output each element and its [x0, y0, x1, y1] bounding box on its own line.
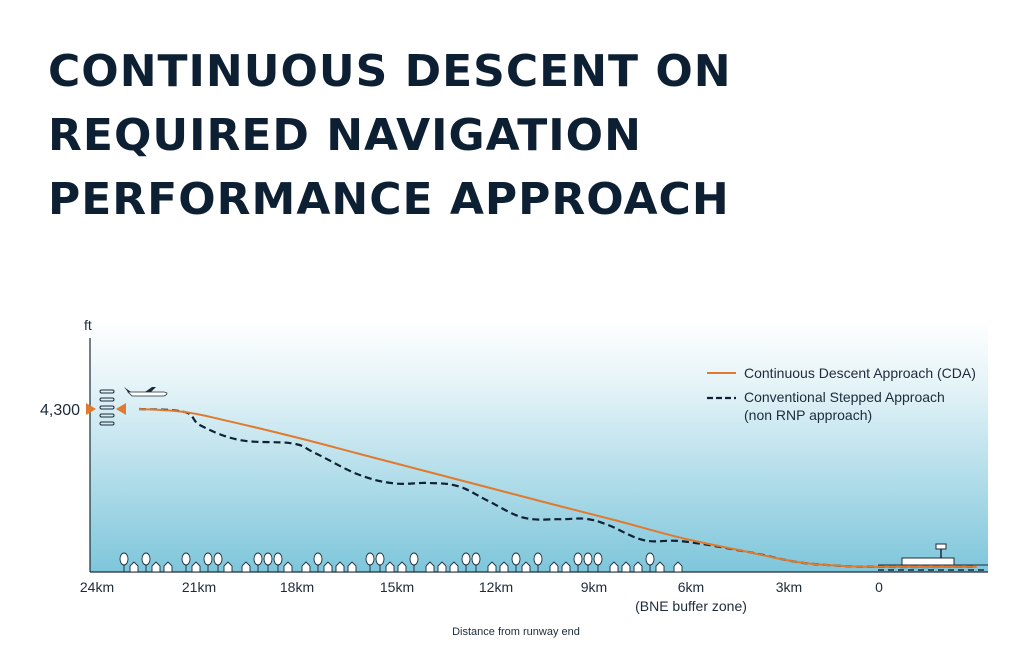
x-tick-label-6km: 6km — [678, 579, 704, 595]
y-marker-arrow-right — [116, 403, 126, 415]
house-icon — [655, 561, 665, 573]
tree-icon — [511, 552, 521, 566]
sky-background — [90, 320, 988, 572]
tree-icon — [375, 552, 385, 566]
tree-icon — [203, 552, 213, 566]
house-icon — [633, 561, 643, 573]
altitude-ladder-icon — [99, 389, 115, 426]
tree-icon — [461, 552, 471, 566]
x-tick-label-18km: 18km — [280, 579, 314, 595]
tree-icon — [141, 552, 151, 566]
page-title: CONTINUOUS DESCENT ON REQUIRED NAVIGATIO… — [48, 40, 948, 232]
tree-icon — [533, 552, 543, 566]
house-icon — [521, 561, 531, 573]
tree-icon — [573, 552, 583, 566]
house-icon — [163, 561, 173, 573]
tree-icon — [409, 552, 419, 566]
tree-icon — [583, 552, 593, 566]
house-icon — [561, 561, 571, 573]
house-icon — [223, 561, 233, 573]
tree-icon — [273, 552, 283, 566]
title-line-2: REQUIRED NAVIGATION — [48, 110, 642, 161]
house-icon — [191, 561, 201, 573]
tree-icon — [645, 552, 655, 566]
x-tick-label-24km: 24km — [80, 579, 114, 595]
house-icon — [335, 561, 345, 573]
house-icon — [673, 561, 683, 573]
series-line-continuous-descent-approach — [138, 408, 977, 568]
x-tick-label-9km: 9km — [581, 579, 607, 595]
house-icon — [129, 561, 139, 573]
house-icon — [323, 561, 333, 573]
control-tower-icon — [935, 543, 947, 558]
house-icon — [151, 561, 161, 573]
x-tick-sublabel-bne-buffer-zone: (BNE buffer zone) — [635, 598, 747, 614]
house-icon — [499, 561, 509, 573]
tree-icon — [213, 552, 223, 566]
house-icon — [283, 561, 293, 573]
y-axis-label: ft — [84, 317, 92, 333]
y-tick-label-4300: 4,300 — [40, 402, 80, 419]
x-tick-label-15km: 15km — [380, 579, 414, 595]
house-icon — [437, 561, 447, 573]
x-axis-label: Distance from runway end — [452, 626, 580, 638]
tree-icon — [313, 552, 323, 566]
tree-icon — [593, 552, 603, 566]
title-line-3: PERFORMANCE APPROACH — [48, 174, 730, 225]
x-tick-label-0: 0 — [875, 579, 883, 595]
tree-icon — [471, 552, 481, 566]
x-tick-label-21km: 21km — [182, 579, 216, 595]
house-icon — [425, 561, 435, 573]
house-icon — [487, 561, 497, 573]
house-icon — [385, 561, 395, 573]
y-marker-arrow-left — [86, 403, 96, 415]
tree-icon — [253, 552, 263, 566]
x-tick-label-12km: 12km — [479, 579, 513, 595]
house-icon — [449, 561, 459, 573]
legend-label-cda: Continuous Descent Approach (CDA) — [744, 365, 976, 381]
house-icon — [241, 561, 251, 573]
trees-and-houses — [119, 552, 683, 573]
x-tick-labels: 24km 21km 18km 15km 12km 9km 6km 3km 0 (… — [80, 579, 883, 614]
house-icon — [609, 561, 619, 573]
house-icon — [301, 561, 311, 573]
x-tick-label-3km: 3km — [776, 579, 802, 595]
house-icon — [397, 561, 407, 573]
house-icon — [347, 561, 357, 573]
house-icon — [621, 561, 631, 573]
tree-icon — [365, 552, 375, 566]
tree-icon — [119, 552, 129, 566]
tree-icon — [181, 552, 191, 566]
legend: Continuous Descent Approach (CDA) Conven… — [707, 365, 976, 423]
terminal-building-icon — [901, 557, 955, 566]
legend-label-conventional: Conventional Stepped Approach — [744, 389, 945, 405]
legend-sublabel-conventional: (non RNP approach) — [744, 407, 872, 423]
house-icon — [549, 561, 559, 573]
tree-icon — [263, 552, 273, 566]
title-line-1: CONTINUOUS DESCENT ON — [48, 46, 732, 97]
airplane-icon — [124, 387, 168, 397]
